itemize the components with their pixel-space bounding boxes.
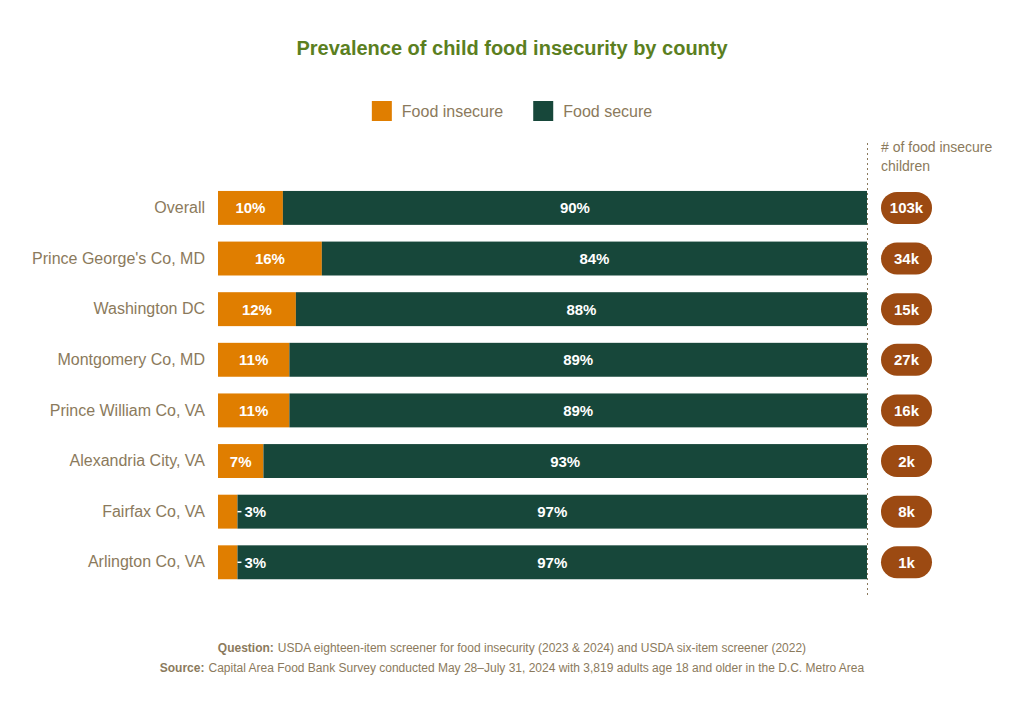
- count-label: 34k: [894, 250, 920, 267]
- column-header: # of food insecure children: [881, 139, 993, 174]
- count-pill: [881, 546, 932, 578]
- y-tick-label: Washington DC: [94, 300, 205, 317]
- data-label: 88%: [566, 301, 596, 318]
- legend-swatch: [372, 101, 392, 121]
- count-pill: [881, 445, 932, 477]
- legend-item: Food secure: [533, 101, 652, 121]
- y-tick-label: Arlington Co, VA: [88, 553, 205, 570]
- bar-segment: [283, 191, 867, 225]
- data-label: 10%: [235, 199, 265, 216]
- y-tick-label: Alexandria City, VA: [70, 452, 206, 469]
- data-label: 7%: [230, 453, 252, 470]
- data-label: 11%: [239, 402, 268, 419]
- count-pill: [881, 344, 932, 376]
- y-tick: Prince George's Co, MD: [32, 250, 205, 267]
- y-tick-label: Prince George's Co, MD: [32, 250, 205, 267]
- note: Source:Capital Area Food Bank Survey con…: [160, 661, 865, 675]
- count-label: 1k: [898, 554, 915, 571]
- data-label: 89%: [563, 402, 593, 419]
- notes: Question: USDA eighteen-item screener for…: [160, 641, 865, 675]
- divider: [867, 143, 868, 595]
- bar-segment: [296, 292, 867, 326]
- note-text: Capital Area Food Bank Survey conducted …: [208, 661, 864, 675]
- data-label: 16%: [255, 250, 285, 267]
- data-label: 93%: [550, 453, 580, 470]
- bars: [218, 191, 867, 579]
- side-column: # of food insecure children 103k 34k 15k 27k 1…: [868, 139, 993, 595]
- y-tick: Montgomery Co, MD: [57, 351, 205, 368]
- legend: Food insecure Food secure: [372, 101, 652, 121]
- data-label: 3%: [244, 554, 266, 571]
- label-leader: [237, 562, 241, 564]
- legend-label: Food insecure: [402, 103, 503, 120]
- bar-segment: [218, 242, 322, 276]
- bar-segment: [218, 545, 237, 579]
- bar-segment: [289, 393, 867, 427]
- y-tick-label: Montgomery Co, MD: [57, 351, 205, 368]
- count-label: 8k: [898, 503, 915, 520]
- y-tick-label: Fairfax Co, VA: [102, 503, 205, 520]
- count-pill: [881, 293, 932, 325]
- data-label: 90%: [560, 199, 590, 216]
- note-text: USDA eighteen-item screener for food ins…: [278, 641, 806, 655]
- count-pill: [881, 496, 932, 528]
- count-label: 103k: [890, 199, 924, 216]
- y-tick: Arlington Co, VA: [88, 553, 205, 570]
- y-tick: Alexandria City, VA: [70, 452, 206, 469]
- count-pill: [881, 394, 932, 426]
- legend-item: Food insecure: [372, 101, 503, 121]
- bar-segment: [218, 343, 289, 377]
- y-tick-label: Prince William Co, VA: [50, 402, 206, 419]
- bar-segment: [237, 545, 867, 579]
- count-label: 16k: [894, 402, 920, 419]
- data-label: 3%: [244, 503, 266, 520]
- y-axis: Overall Prince George's Co, MD Washington …: [32, 199, 205, 570]
- bar-segment: [289, 343, 867, 377]
- legend-label: Food secure: [563, 103, 652, 120]
- bar-segment: [322, 242, 867, 276]
- y-tick: Prince William Co, VA: [50, 402, 206, 419]
- note-label: Question:: [218, 641, 274, 655]
- chart: Prevalence of child food insecurity by c…: [0, 0, 1024, 711]
- count-label: 2k: [898, 453, 915, 470]
- data-label: 11%: [239, 351, 268, 368]
- data-label: 12%: [242, 301, 272, 318]
- header-line: # of food insecure: [881, 139, 993, 155]
- legend-swatch: [533, 101, 553, 121]
- count-pill: [881, 243, 932, 275]
- label-leader: [237, 511, 241, 513]
- data-label: 97%: [537, 503, 567, 520]
- bar-segment: [218, 444, 263, 478]
- y-tick-label: Overall: [154, 199, 205, 216]
- data-label: 84%: [579, 250, 609, 267]
- bar-segment: [218, 292, 296, 326]
- note: Question: USDA eighteen-item screener for…: [218, 641, 806, 655]
- count-pill: [881, 192, 932, 224]
- bar-segment: [218, 393, 289, 427]
- header-line: children: [881, 158, 930, 174]
- data-labels: 10% 16% 12% 11% 11% 7% 3% 3% 90% 84% 88% 89% 89% 93% 9…: [230, 199, 610, 570]
- bar-segment: [237, 495, 867, 529]
- bar-segment: [218, 495, 237, 529]
- y-tick: Fairfax Co, VA: [102, 503, 205, 520]
- bar-segment: [263, 444, 867, 478]
- bar-segment: [218, 191, 283, 225]
- y-tick: Overall: [154, 199, 205, 216]
- title: Prevalence of child food insecurity by c…: [296, 37, 728, 59]
- count-label: 15k: [894, 301, 920, 318]
- count-label: 27k: [894, 351, 920, 368]
- data-label: 89%: [563, 351, 593, 368]
- note-label: Source:: [160, 661, 205, 675]
- data-label: 97%: [537, 554, 567, 571]
- y-tick: Washington DC: [94, 300, 205, 317]
